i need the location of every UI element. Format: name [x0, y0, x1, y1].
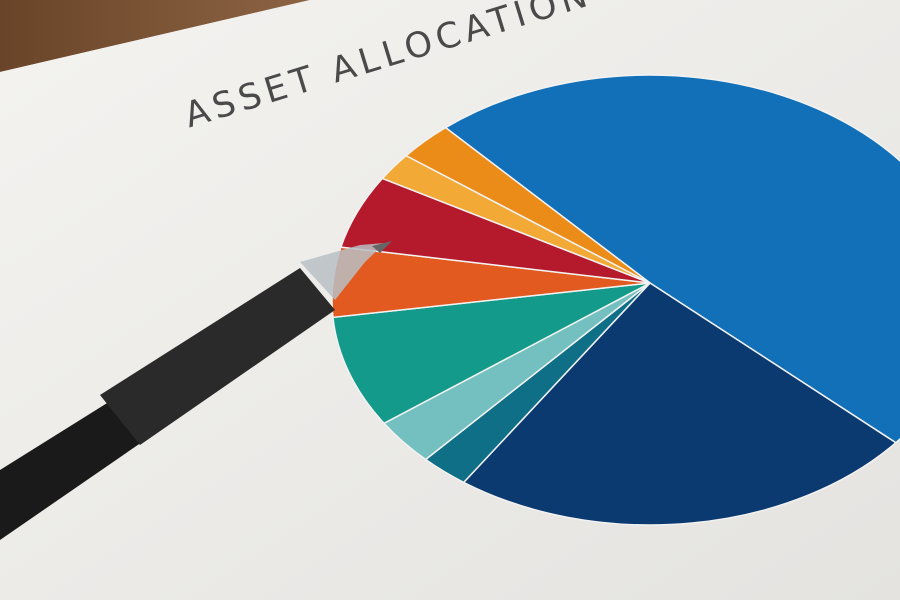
pie-slice-2 [462, 282, 898, 526]
pen-barrel [0, 395, 145, 540]
pen [0, 241, 392, 540]
pen-nib [372, 241, 392, 253]
pen-grip [100, 268, 335, 445]
pie-chart [331, 74, 900, 526]
pie-slice-5 [332, 282, 651, 425]
pen-tip-cone [300, 243, 385, 300]
pie-slice-1 [444, 74, 900, 444]
pie-slice-9 [404, 126, 651, 284]
